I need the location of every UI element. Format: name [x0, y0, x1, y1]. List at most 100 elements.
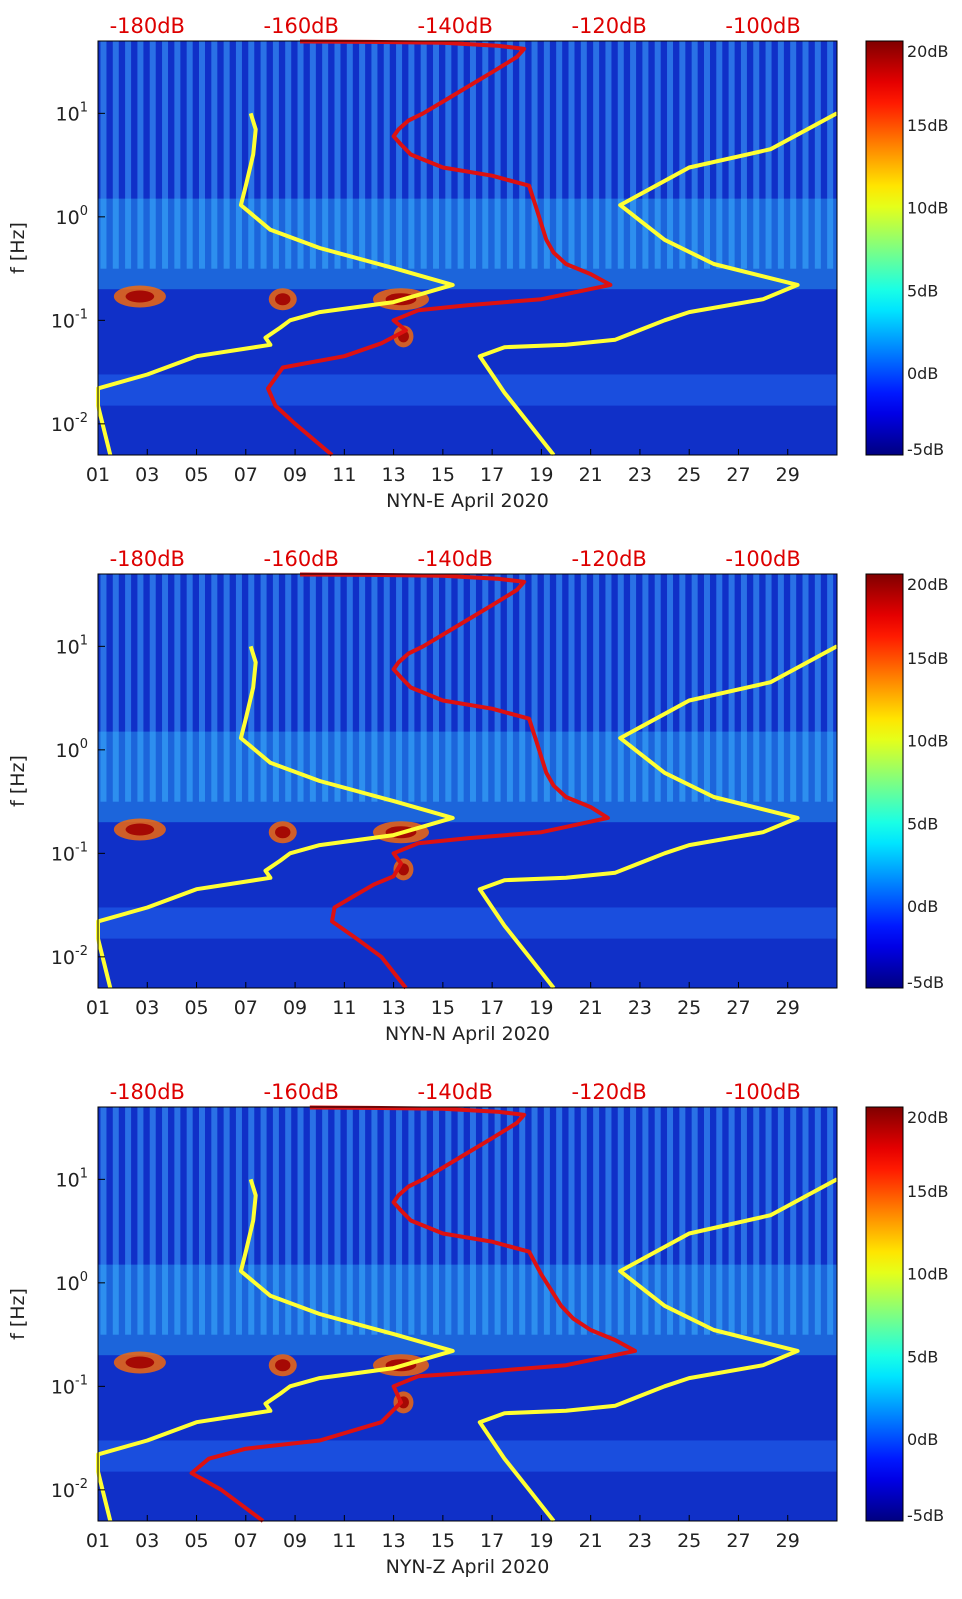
top-db-label: -100dB	[725, 547, 800, 571]
curve-model-yellow-left	[96, 645, 455, 989]
top-db-label: -140dB	[417, 14, 492, 38]
top-db-label: -180dB	[110, 547, 185, 571]
x-tick-label: 01	[86, 997, 110, 1019]
y-tick-label: 100	[56, 1270, 88, 1295]
top-db-label: -100dB	[725, 1080, 800, 1104]
x-tick-label: 19	[529, 997, 553, 1019]
colorbar-tick-label: 0dB	[907, 364, 938, 383]
x-tick-label: 17	[480, 464, 504, 486]
x-axis-label: NYN-E April 2020	[386, 490, 549, 512]
y-tick-label: 10-1	[51, 840, 88, 865]
colorbar-tick-label: 20dB	[907, 42, 949, 61]
spectrogram-image	[98, 574, 837, 988]
x-tick-label: 19	[529, 464, 553, 486]
top-db-label: -120dB	[571, 1080, 646, 1104]
x-tick-label: 23	[628, 1530, 652, 1552]
x-tick-label: 23	[628, 464, 652, 486]
colorbar-tick-label: -5dB	[907, 440, 944, 459]
x-tick-label: 29	[776, 1530, 800, 1552]
y-tick-label: 10-1	[51, 307, 88, 332]
x-tick-label: 25	[677, 1530, 701, 1552]
colorbar-tick-label: 15dB	[907, 649, 949, 668]
y-tick-label: 101	[56, 1166, 88, 1191]
x-tick-label: 29	[776, 997, 800, 1019]
x-axis-label: NYN-N April 2020	[385, 1023, 550, 1045]
x-tick-label: 11	[332, 1530, 356, 1552]
x-tick-label: 13	[382, 464, 406, 486]
x-tick-label: 07	[234, 464, 258, 486]
curve-model-yellow-left	[96, 112, 455, 456]
y-tick-label: 100	[56, 737, 88, 762]
x-tick-label: 17	[480, 997, 504, 1019]
x-tick-label: 09	[283, 1530, 307, 1552]
colorbar-tick-label: 20dB	[907, 575, 949, 594]
colorbar-tick-label: 5dB	[907, 281, 938, 300]
y-tick-label: 10-1	[51, 1373, 88, 1398]
x-tick-label: 21	[579, 1530, 603, 1552]
x-tick-label: 25	[677, 997, 701, 1019]
x-tick-label: 21	[579, 997, 603, 1019]
y-tick-label: 10-2	[51, 1477, 88, 1502]
top-db-label: -100dB	[725, 14, 800, 38]
x-tick-label: 11	[332, 997, 356, 1019]
colorbar-tick-label: -5dB	[907, 1506, 944, 1525]
x-axis-label: NYN-Z April 2020	[386, 1556, 550, 1578]
x-tick-label: 15	[431, 1530, 455, 1552]
x-tick-label: 07	[234, 1530, 258, 1552]
colorbar-tick-label: 20dB	[907, 1108, 949, 1127]
panel-2: 01 03 05 07 09 11 13 15 17 19 21 23 25 27 29 10-2 10-1 10…	[7, 547, 949, 1045]
curve-noise-red	[299, 572, 610, 990]
x-tick-label: 27	[726, 464, 750, 486]
y-tick-label: 101	[56, 100, 88, 125]
x-tick-label: 09	[283, 997, 307, 1019]
plot-frame	[97, 1106, 838, 1522]
y-tick-label: 10-2	[51, 411, 88, 436]
top-db-label: -120dB	[571, 14, 646, 38]
top-db-label: -180dB	[110, 1080, 185, 1104]
colorbar-tick-label: -5dB	[907, 973, 944, 992]
colorbar-tick-label: 5dB	[907, 1347, 938, 1366]
y-axis-label: f [Hz]	[7, 755, 29, 807]
x-tick-label: 25	[677, 464, 701, 486]
colorbar-tick-label: 0dB	[907, 1430, 938, 1449]
x-tick-label: 19	[529, 1530, 553, 1552]
x-tick-label: 11	[332, 464, 356, 486]
colorbar	[865, 40, 904, 456]
x-tick-label: 01	[86, 1530, 110, 1552]
panel-1: 01 03 05 07 09 11 13 15 17 19 21 23 25 27 29 10-2 10-1 10…	[7, 14, 949, 512]
curve-model-yellow-right	[477, 644, 838, 990]
y-axis-label: f [Hz]	[7, 222, 29, 274]
colorbar-tick-label: 15dB	[907, 1182, 949, 1201]
x-tick-label: 05	[184, 464, 208, 486]
x-tick-label: 13	[382, 997, 406, 1019]
x-tick-label: 15	[431, 464, 455, 486]
top-db-label: -160dB	[264, 14, 339, 38]
x-tick-label: 03	[135, 1530, 159, 1552]
colorbar-tick-label: 10dB	[907, 199, 949, 218]
x-tick-label: 15	[431, 997, 455, 1019]
spectrogram-image	[98, 1107, 837, 1521]
x-tick-label: 23	[628, 997, 652, 1019]
top-db-label: -120dB	[571, 547, 646, 571]
x-tick-label: 07	[234, 997, 258, 1019]
x-tick-label: 29	[776, 464, 800, 486]
plot-frame	[97, 573, 838, 989]
x-tick-label: 05	[184, 997, 208, 1019]
top-db-label: -160dB	[264, 547, 339, 571]
colorbar	[865, 573, 904, 989]
x-tick-label: 27	[726, 1530, 750, 1552]
spectrogram-image	[98, 41, 837, 455]
x-tick-label: 03	[135, 997, 159, 1019]
x-tick-label: 03	[135, 464, 159, 486]
x-tick-label: 21	[579, 464, 603, 486]
colorbar-tick-label: 10dB	[907, 1265, 949, 1284]
x-tick-label: 05	[184, 1530, 208, 1552]
top-db-label: -140dB	[417, 547, 492, 571]
curve-model-yellow-right	[477, 111, 838, 457]
colorbar-tick-label: 0dB	[907, 897, 938, 916]
curve-noise-red	[189, 1105, 637, 1523]
curve-model-yellow-right	[477, 1177, 838, 1523]
panel-3: 01 03 05 07 09 11 13 15 17 19 21 23 25 27 29 10-2 10-1 10…	[7, 1080, 949, 1578]
top-db-label: -180dB	[110, 14, 185, 38]
